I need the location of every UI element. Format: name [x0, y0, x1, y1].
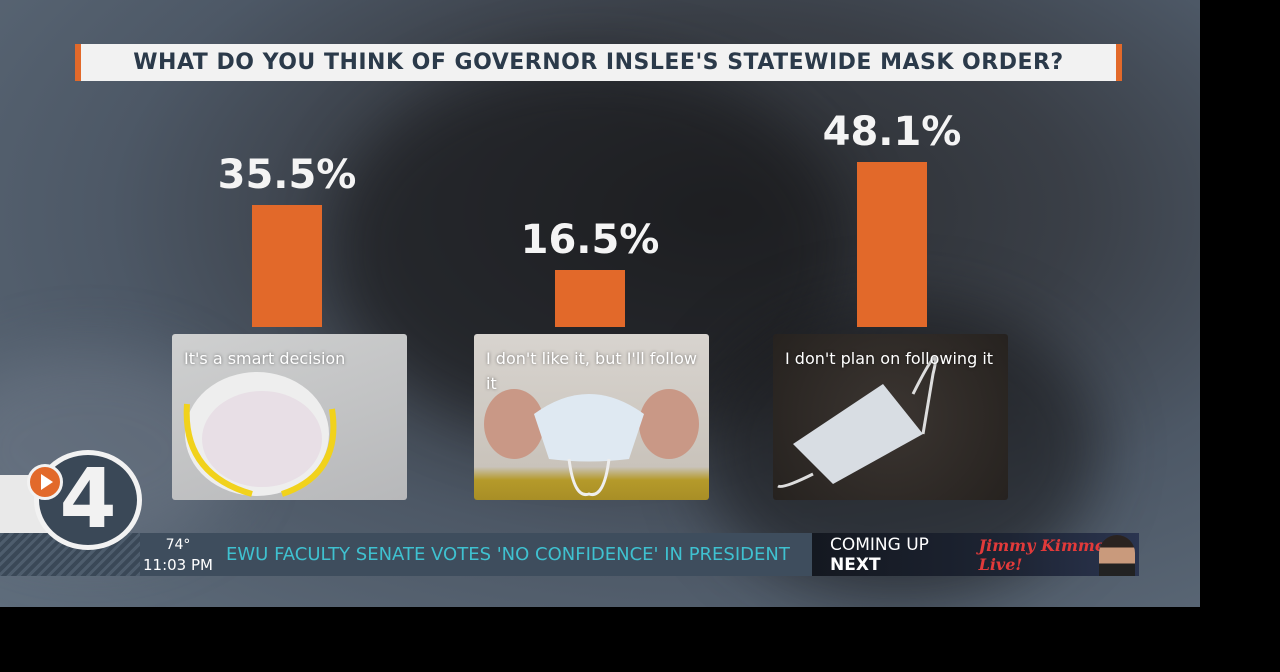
poll-title-bar: WHAT DO YOU THINK OF GOVERNOR INSLEE'S S…	[75, 44, 1122, 81]
poll-title: WHAT DO YOU THINK OF GOVERNOR INSLEE'S S…	[133, 50, 1064, 75]
n95-mask-image	[183, 372, 337, 497]
play-icon	[27, 464, 63, 500]
answer-label: It's a smart decision	[184, 349, 346, 368]
coming-up-next-promo: COMING UP NEXT Jimmy Kimmel Live!	[812, 533, 1139, 576]
bar-value-label: 48.1%	[822, 108, 962, 155]
clock-time: 11:03 PM	[143, 556, 213, 574]
discarded-mask-image	[777, 356, 937, 488]
bar	[555, 270, 625, 327]
temperature: 74°	[165, 537, 191, 553]
station-logo: 4	[34, 450, 142, 550]
bar-value-label: 35.5%	[217, 151, 357, 198]
host-photo	[1099, 535, 1135, 576]
answer-label: I don't plan on following it	[785, 349, 994, 368]
bar	[857, 161, 927, 327]
broadcast-frame: WHAT DO YOU THINK OF GOVERNOR INSLEE'S S…	[0, 0, 1200, 607]
show-logo: Jimmy Kimmel Live!	[978, 535, 1112, 574]
answer-label: I don't like it, but I'll follow it	[486, 349, 697, 393]
ticker-headline: EWU FACULTY SENATE VOTES 'NO CONFIDENCE'…	[226, 544, 790, 565]
coming-up-label: COMING UP NEXT	[830, 534, 929, 575]
bar-value-label: 16.5%	[520, 217, 660, 264]
answer-card-1: It's a smart decision	[172, 334, 407, 500]
answer-card-3: I don't plan on following it	[773, 334, 1008, 500]
surgical-mask-hands-image	[484, 389, 699, 497]
answer-card-2: I don't like it, but I'll follow it	[474, 334, 709, 500]
bar	[252, 204, 322, 327]
